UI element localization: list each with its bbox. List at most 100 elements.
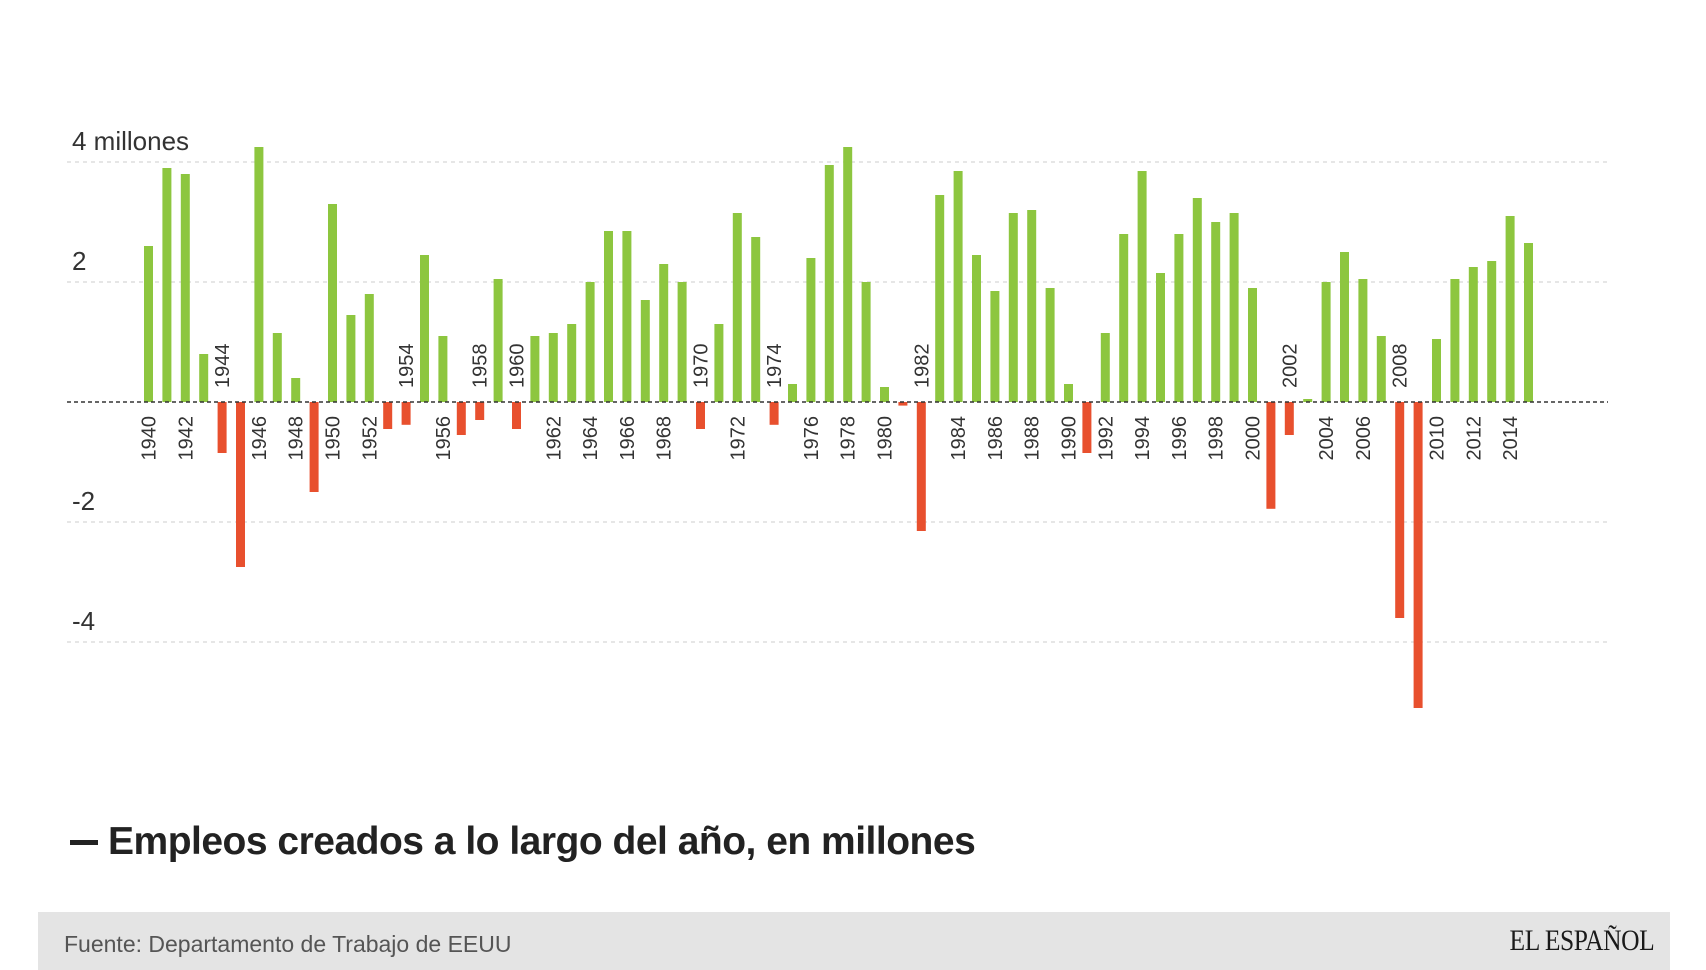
bar-1978 <box>843 147 853 402</box>
year-label-1984: 1984 <box>948 416 970 461</box>
year-label-1942: 1942 <box>175 416 197 461</box>
bar-1960 <box>512 402 521 429</box>
bar-1983 <box>935 195 945 402</box>
bar-1993 <box>1119 234 1129 402</box>
year-label-1998: 1998 <box>1206 416 1228 461</box>
bar-2012 <box>1468 267 1478 402</box>
bar-1990 <box>1064 384 1073 402</box>
bar-1977 <box>824 165 834 402</box>
year-label-1968: 1968 <box>654 416 676 461</box>
year-label-1962: 1962 <box>543 416 565 461</box>
bar-chart: 1940 1942 1946 1948 1950 1952 1956 1962 1964 1966… <box>67 126 1608 708</box>
year-label-1956: 1956 <box>433 416 455 461</box>
year-label-1954: 1954 <box>396 344 418 389</box>
bar-1955 <box>420 255 429 402</box>
bar-1971 <box>714 324 724 402</box>
bar-1959 <box>493 279 503 402</box>
bar-1941 <box>162 168 172 402</box>
bar-1986 <box>990 291 1000 402</box>
bar-1957 <box>456 402 466 435</box>
bar-1972 <box>732 213 742 402</box>
year-label-1946: 1946 <box>249 416 271 461</box>
bar-2010 <box>1432 339 1441 402</box>
y-axis-labels: 4 millones 2 -2 -4 <box>72 126 189 636</box>
bar-2003 <box>1303 399 1313 402</box>
year-label-1990: 1990 <box>1059 416 1081 461</box>
year-labels: 1940 1942 1946 1948 1950 1952 1956 1962 1964 1966… <box>139 344 1523 461</box>
year-label-2012: 2012 <box>1463 416 1485 461</box>
year-label-2008: 2008 <box>1390 344 1412 389</box>
year-label-2010: 2010 <box>1427 416 1449 461</box>
year-label-1974: 1974 <box>764 344 786 389</box>
bar-1989 <box>1045 288 1055 402</box>
bar-1995 <box>1156 273 1165 402</box>
bar-2004 <box>1321 282 1331 402</box>
year-label-1976: 1976 <box>801 416 823 461</box>
year-label-1978: 1978 <box>838 416 860 461</box>
year-label-2014: 2014 <box>1500 416 1522 461</box>
bar-1984 <box>953 171 963 402</box>
bar-1951 <box>346 315 356 402</box>
bar-1942 <box>180 174 190 402</box>
bar-1956 <box>438 336 448 402</box>
bar-1944 <box>217 402 227 453</box>
bar-1987 <box>1008 213 1018 402</box>
bar-1998 <box>1211 222 1221 402</box>
year-label-1950: 1950 <box>323 416 345 461</box>
year-label-1982: 1982 <box>911 344 933 389</box>
y-tick-label: 4 millones <box>72 126 189 156</box>
legend: Empleos creados a lo largo del año, en m… <box>70 820 976 864</box>
bar-1964 <box>585 282 595 402</box>
bar-1953 <box>383 402 393 429</box>
bar-1958 <box>475 402 485 420</box>
bar-1988 <box>1027 210 1037 402</box>
y-tick-label: -4 <box>72 606 95 636</box>
bar-2011 <box>1450 279 1460 402</box>
year-label-2006: 2006 <box>1353 416 1375 461</box>
y-tick-label: -2 <box>72 486 95 516</box>
year-label-1996: 1996 <box>1169 416 1191 461</box>
bar-1969 <box>677 282 687 402</box>
bar-1982 <box>916 402 926 531</box>
year-label-2002: 2002 <box>1279 344 1301 389</box>
bar-2013 <box>1487 261 1497 402</box>
bar-1999 <box>1229 213 1239 402</box>
bar-1997 <box>1192 198 1202 402</box>
year-label-1970: 1970 <box>691 344 713 389</box>
gridlines <box>67 161 1608 643</box>
bars <box>144 147 1533 708</box>
bar-1973 <box>751 237 761 402</box>
year-label-1948: 1948 <box>286 416 308 461</box>
year-label-1964: 1964 <box>580 416 602 461</box>
year-label-1940: 1940 <box>139 416 161 461</box>
bar-2001 <box>1266 402 1276 509</box>
bar-1945 <box>236 402 245 567</box>
bar-1950 <box>328 204 337 402</box>
bar-1975 <box>788 384 797 402</box>
bar-1970 <box>696 402 705 429</box>
bar-2015 <box>1524 243 1533 402</box>
bar-1948 <box>291 378 301 402</box>
year-label-1944: 1944 <box>212 344 234 389</box>
year-label-1988: 1988 <box>1022 416 1044 461</box>
year-label-1986: 1986 <box>985 416 1007 461</box>
year-label-1992: 1992 <box>1095 416 1117 461</box>
year-label-1966: 1966 <box>617 416 639 461</box>
year-label-2000: 2000 <box>1243 416 1265 461</box>
bar-2005 <box>1340 252 1349 402</box>
bar-1943 <box>199 354 209 402</box>
bar-1992 <box>1100 333 1110 402</box>
bar-1961 <box>530 336 540 402</box>
bar-1985 <box>972 255 981 402</box>
bar-1979 <box>861 282 871 402</box>
year-label-1960: 1960 <box>507 344 529 389</box>
bar-2008 <box>1395 402 1405 618</box>
bar-1949 <box>309 402 319 492</box>
bar-1996 <box>1174 234 1184 402</box>
bar-1980 <box>880 387 889 402</box>
footer-bar: Fuente: Departamento de Trabajo de EEUU … <box>38 912 1670 970</box>
bar-1947 <box>272 333 282 402</box>
year-label-1958: 1958 <box>470 344 492 389</box>
legend-label: Empleos creados a lo largo del año, en m… <box>108 820 976 863</box>
bar-1952 <box>364 294 374 402</box>
